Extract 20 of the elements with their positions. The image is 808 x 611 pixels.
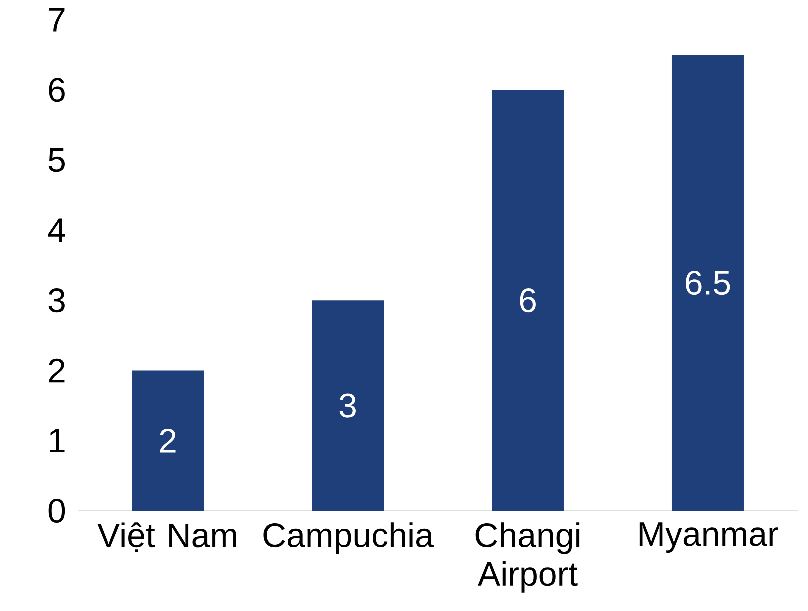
- data-label: 6.5: [686, 271, 730, 296]
- bar: [672, 55, 744, 511]
- x-tick-label: Myanmar: [640, 522, 778, 554]
- bar: [492, 90, 564, 511]
- y-tick-label: 5: [48, 148, 65, 172]
- y-tick-label: 0: [48, 498, 66, 524]
- x-tick-label: Việt Nam: [98, 522, 236, 553]
- x-tick-label: Campuchia: [264, 522, 434, 554]
- bar: [132, 370, 204, 511]
- y-tick-label: 7: [49, 8, 65, 32]
- data-label: 6: [520, 288, 536, 313]
- x-tick-label: Changi Airport: [476, 522, 580, 593]
- y-tick-label: 6: [49, 78, 65, 102]
- bar: [312, 300, 384, 511]
- data-label: 3: [340, 394, 356, 418]
- y-tick-label: 2: [49, 358, 65, 383]
- y-tick-label: 3: [48, 288, 65, 313]
- y-tick-label: 1: [50, 429, 65, 453]
- y-tick-label: 4: [48, 218, 66, 242]
- data-label: 2: [160, 428, 176, 453]
